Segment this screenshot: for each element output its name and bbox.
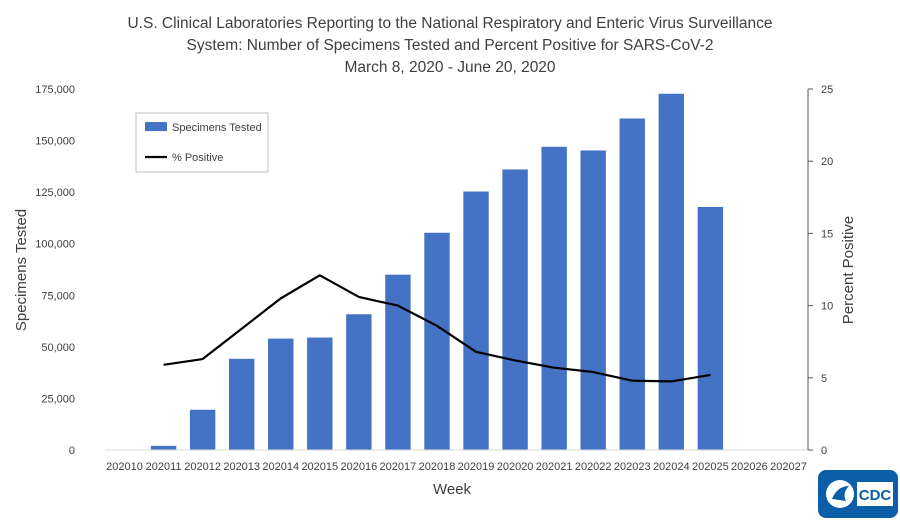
cdc-logo-plate — [857, 482, 893, 506]
y-right-tick-label: 5 — [821, 373, 827, 385]
x-tick-label: 202014 — [262, 461, 299, 473]
x-axis-title: Week — [433, 481, 472, 498]
x-tick-label: 202017 — [380, 461, 417, 473]
x-tick-label: 202020 — [497, 461, 534, 473]
hhs-eagle-mark — [832, 486, 849, 501]
bar-202013 — [229, 358, 255, 450]
x-tick-label: 202027 — [770, 461, 807, 473]
legend-label-specimens: Specimens Tested — [172, 122, 262, 134]
chart-title: U.S. Clinical Laboratories Reporting to … — [127, 15, 772, 76]
y-right-tick-label: 15 — [821, 228, 833, 240]
y-left-tick-label: 100,000 — [35, 239, 75, 251]
y-left-tick-label: 0 — [69, 445, 75, 457]
x-tick-label: 202026 — [731, 461, 768, 473]
bar-202023 — [619, 118, 645, 450]
x-tick-label: 202011 — [146, 461, 182, 473]
bar-202024 — [658, 93, 684, 451]
line-series — [163, 274, 711, 383]
cdc-logo: CDC — [818, 470, 898, 518]
bar-202019 — [463, 191, 489, 450]
y-right-tick-label: 0 — [821, 445, 827, 457]
bar-202015 — [307, 337, 333, 450]
y-right-tick-label: 20 — [821, 156, 833, 168]
y-left-tick-label: 75,000 — [41, 290, 75, 302]
axes — [105, 88, 813, 451]
chart-title-line-3: March 8, 2020 - June 20, 2020 — [344, 59, 555, 76]
chart-title-line-1: U.S. Clinical Laboratories Reporting to … — [127, 15, 772, 32]
y-right-tick-label: 25 — [821, 84, 833, 96]
bar-202014 — [268, 338, 294, 450]
x-tick-label: 202025 — [692, 461, 729, 473]
y-axis-left-title: Specimens Tested — [13, 209, 30, 331]
y-left-tick-label: 150,000 — [35, 136, 75, 148]
bar-202018 — [424, 232, 450, 450]
bar-series — [150, 93, 724, 451]
y-left-tick-label: 175,000 — [35, 84, 75, 96]
tick-labels: 0 25,000 50,000 75,000 100,000 125,000 150,000… — [35, 84, 833, 473]
y-left-tick-label: 50,000 — [41, 342, 75, 354]
y-left-tick-label: 25,000 — [41, 393, 75, 405]
x-tick-label: 202019 — [458, 461, 495, 473]
x-tick-label: 202024 — [653, 461, 690, 473]
x-tick-label: 202023 — [614, 461, 651, 473]
x-tick-label: 202021 — [536, 461, 573, 473]
bar-202025 — [697, 207, 724, 450]
x-tick-label: 202012 — [184, 461, 221, 473]
bar-202012 — [189, 409, 216, 450]
x-tick-label: 202010 — [106, 461, 143, 473]
bar-202020 — [502, 169, 528, 450]
chart-title-line-2: System: Number of Specimens Tested and P… — [187, 37, 714, 54]
x-tick-label: 202016 — [341, 461, 378, 473]
y-axis-right-title: Percent Positive — [840, 216, 857, 324]
cdc-logo-text: CDC — [859, 487, 892, 504]
bar-202016 — [346, 314, 372, 450]
bar-202022 — [580, 150, 606, 450]
y-right-tick-label: 10 — [821, 301, 833, 313]
x-tick-label: 202013 — [223, 461, 260, 473]
bar-202017 — [385, 274, 411, 450]
bar-202011 — [150, 445, 177, 450]
bar-202021 — [541, 146, 567, 450]
x-tick-label: 202018 — [419, 461, 456, 473]
legend-swatch-specimens — [145, 122, 167, 131]
x-tick-label: 202015 — [301, 461, 338, 473]
y-left-tick-label: 125,000 — [35, 187, 75, 199]
legend: Specimens Tested % Positive — [135, 112, 269, 173]
x-tick-label: 202022 — [575, 461, 612, 473]
legend-label-percent: % Positive — [172, 152, 223, 164]
